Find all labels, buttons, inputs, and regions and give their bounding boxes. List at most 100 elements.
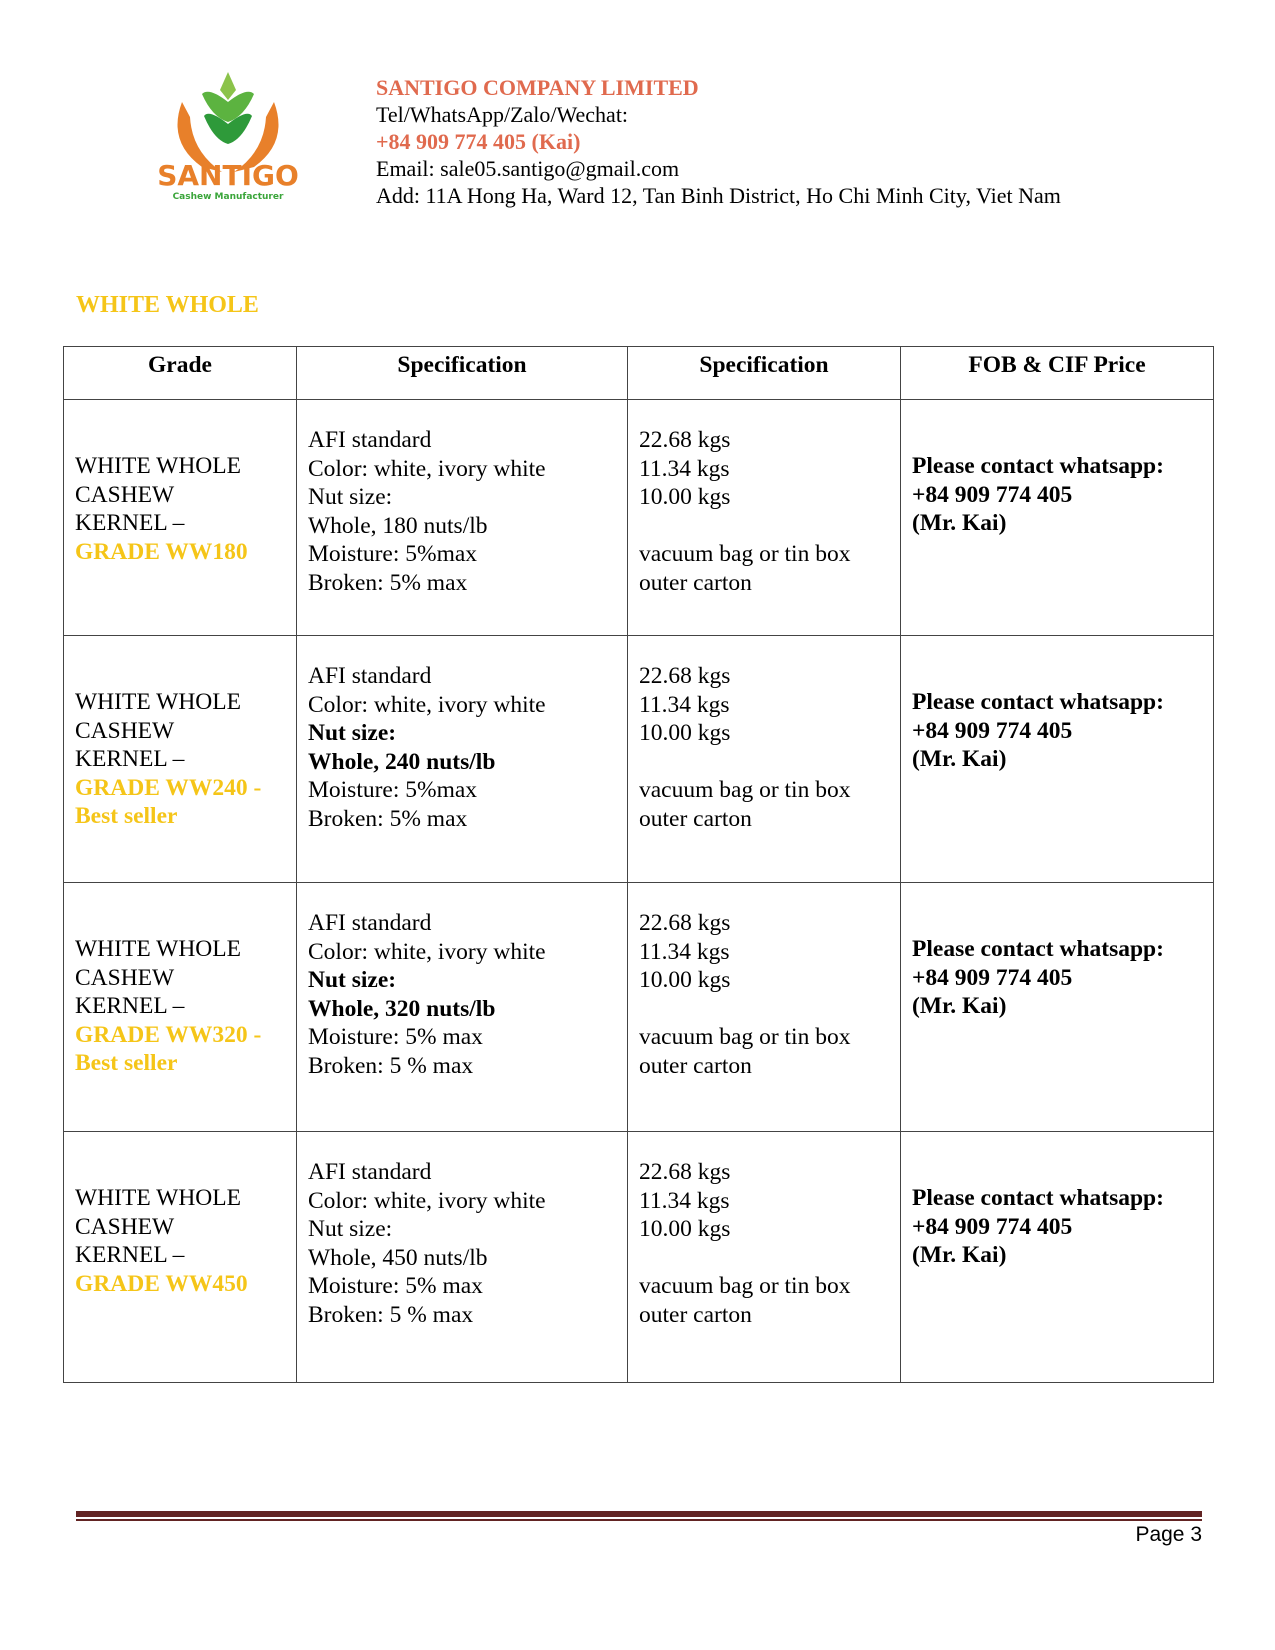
- cell-line: outer carton: [639, 1052, 752, 1079]
- cell-line: AFI standard: [308, 910, 432, 936]
- cell-line: +84 909 774 405: [912, 1213, 1073, 1240]
- cell-line: 11.34 kgs: [639, 691, 730, 718]
- grade-cell: WHITE WHOLE CASHEW KERNEL – GRADE WW180: [63, 399, 297, 636]
- cell-line: 11.34 kgs: [639, 455, 730, 482]
- cell-line: AFI standard: [308, 663, 432, 689]
- packing-cell: 22.68 kgs 11.34 kgs 10.00 kgs vacuum bag o…: [627, 399, 901, 636]
- cell-line: +84 909 774 405: [912, 481, 1073, 508]
- cell-line: Whole, 450 nuts/lb: [308, 1244, 488, 1271]
- cell-line: KERNEL –: [75, 746, 185, 772]
- cell-line: outer carton: [639, 805, 752, 832]
- header-specification: Specification: [296, 346, 628, 400]
- cell-line: +84 909 774 405: [912, 717, 1073, 744]
- cell-line: 10.00 kgs: [639, 1216, 731, 1242]
- cell-line: Color: white, ivory white: [308, 691, 546, 718]
- svg-text:Cashew Manufacturer: Cashew Manufacturer: [173, 192, 284, 202]
- footer-rule-thin: [76, 1519, 1202, 1521]
- cell-line: KERNEL –: [75, 1242, 185, 1268]
- cell-line: KERNEL –: [75, 510, 185, 536]
- cell-line: 10.00 kgs: [639, 720, 731, 746]
- specification-cell: AFI standard Color: white, ivory white Nut…: [296, 882, 628, 1132]
- cell-line: vacuum bag or tin box: [639, 541, 851, 567]
- cell-line: Moisture: 5% max: [308, 1024, 483, 1050]
- cell-line: vacuum bag or tin box: [639, 1024, 851, 1050]
- price-cell: Please contact whatsapp: +84 909 774 405(…: [900, 1131, 1214, 1383]
- header-specification: Specification: [627, 346, 901, 400]
- cell-line: GRADE WW240 -: [75, 774, 262, 801]
- cell-line: Broken: 5 % max: [308, 1301, 474, 1328]
- cell-line: Moisture: 5%max: [308, 541, 478, 567]
- cell-line: Moisture: 5%max: [308, 777, 478, 803]
- cell-line: AFI standard: [308, 427, 432, 453]
- packing-cell: 22.68 kgs 11.34 kgs 10.00 kgs vacuum bag o…: [627, 882, 901, 1132]
- cell-line: Nut size:: [308, 967, 397, 993]
- cell-line: Please contact whatsapp:: [912, 453, 1164, 479]
- table-row: WHITE WHOLE CASHEW KERNEL – GRADE WW180 AFI …: [63, 399, 1214, 636]
- cell-line: Whole, 320 nuts/lb: [308, 995, 496, 1022]
- table-row: WHITE WHOLE CASHEW KERNEL – GRADE WW450 AFI …: [63, 1131, 1214, 1383]
- cell-line: Color: white, ivory white: [308, 455, 546, 482]
- specification-cell: AFI standard Color: white, ivory white Nut…: [296, 635, 628, 883]
- cell-line: KERNEL –: [75, 993, 185, 1019]
- cell-line: Color: white, ivory white: [308, 1187, 546, 1214]
- cell-line: 10.00 kgs: [639, 484, 731, 510]
- cell-line: CASHEW: [75, 717, 175, 744]
- cell-line: 22.68 kgs: [639, 910, 731, 936]
- cell-line: vacuum bag or tin box: [639, 777, 851, 803]
- specification-cell: AFI standard Color: white, ivory white Nut…: [296, 399, 628, 636]
- price-table: Grade Specification Specification FOB & …: [63, 346, 1214, 1383]
- table-row: WHITE WHOLE CASHEW KERNEL – GRADE WW320 - Be…: [63, 882, 1214, 1132]
- cell-line: Broken: 5% max: [308, 805, 468, 832]
- cell-line: 10.00 kgs: [639, 967, 731, 993]
- cell-line: GRADE WW450: [75, 1270, 248, 1297]
- grade-cell: WHITE WHOLE CASHEW KERNEL – GRADE WW450: [63, 1131, 297, 1383]
- cell-line: CASHEW: [75, 1213, 175, 1240]
- address: Add: 11A Hong Ha, Ward 12, Tan Binh Dist…: [376, 183, 1061, 208]
- cell-line: 11.34 kgs: [639, 938, 730, 965]
- price-cell: Please contact whatsapp: +84 909 774 405(…: [900, 399, 1214, 636]
- cell-line: outer carton: [639, 569, 752, 596]
- price-cell: Please contact whatsapp: +84 909 774 405(…: [900, 635, 1214, 883]
- header-price: FOB & CIF Price: [900, 346, 1214, 400]
- table-row: WHITE WHOLE CASHEW KERNEL – GRADE WW240 - Be…: [63, 635, 1214, 883]
- cell-line: (Mr. Kai): [912, 1242, 1007, 1268]
- cell-line: Please contact whatsapp:: [912, 689, 1164, 715]
- cell-line: Broken: 5% max: [308, 569, 468, 596]
- cell-line: vacuum bag or tin box: [639, 1273, 851, 1299]
- cell-line: [639, 748, 889, 777]
- specification-cell: AFI standard Color: white, ivory white Nut…: [296, 1131, 628, 1383]
- cell-line: Moisture: 5% max: [308, 1273, 483, 1299]
- packing-cell: 22.68 kgs 11.34 kgs 10.00 kgs vacuum bag o…: [627, 1131, 901, 1383]
- price-cell: Please contact whatsapp: +84 909 774 405(…: [900, 882, 1214, 1132]
- cell-line: Best seller: [75, 803, 178, 829]
- company-header: SANTIGO COMPANY LIMITED Tel/WhatsApp/Zal…: [376, 74, 1061, 209]
- svg-text:SANTIGO: SANTIGO: [157, 159, 299, 192]
- company-name: SANTIGO COMPANY LIMITED: [376, 75, 699, 100]
- cell-line: WHITE WHOLE: [75, 453, 241, 479]
- cell-line: [639, 512, 889, 541]
- cell-line: Please contact whatsapp:: [912, 1185, 1164, 1211]
- grade-cell: WHITE WHOLE CASHEW KERNEL – GRADE WW240 - Be…: [63, 635, 297, 883]
- cell-line: outer carton: [639, 1301, 752, 1328]
- cell-line: Nut size:: [308, 720, 397, 746]
- cell-line: [639, 995, 889, 1024]
- cell-line: Whole, 240 nuts/lb: [308, 748, 496, 775]
- cell-line: Nut size:: [308, 484, 393, 510]
- cell-line: CASHEW: [75, 481, 175, 508]
- phone: +84 909 774 405 (Kai): [376, 129, 581, 154]
- cell-line: Nut size:: [308, 1216, 393, 1242]
- cell-line: 22.68 kgs: [639, 663, 731, 689]
- cell-line: (Mr. Kai): [912, 746, 1007, 772]
- cell-line: Best seller: [75, 1050, 178, 1076]
- cell-line: GRADE WW180: [75, 538, 248, 565]
- cell-line: WHITE WHOLE: [75, 936, 241, 962]
- cell-line: 11.34 kgs: [639, 1187, 730, 1214]
- cell-line: (Mr. Kai): [912, 510, 1007, 536]
- cell-line: AFI standard: [308, 1159, 432, 1185]
- cell-line: Broken: 5 % max: [308, 1052, 474, 1079]
- email: Email: sale05.santigo@gmail.com: [376, 156, 680, 181]
- footer-rule: [76, 1511, 1202, 1517]
- cell-line: WHITE WHOLE: [75, 689, 241, 715]
- cell-line: WHITE WHOLE: [75, 1185, 241, 1211]
